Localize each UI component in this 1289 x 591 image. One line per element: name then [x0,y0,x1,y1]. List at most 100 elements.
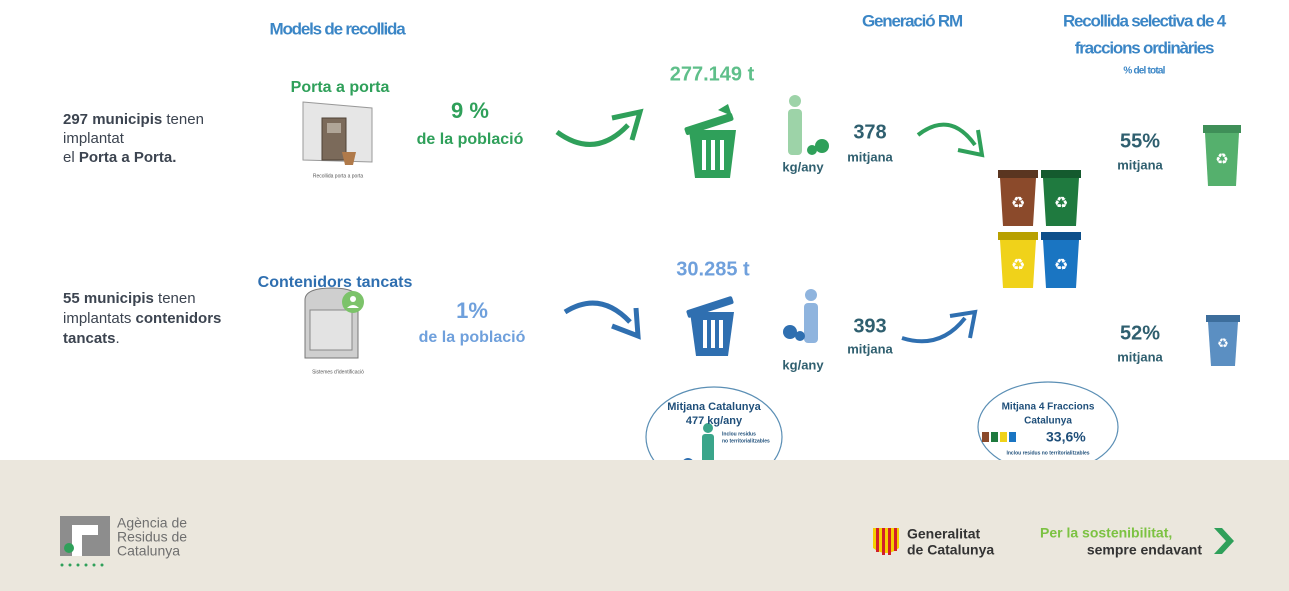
government-name: de Catalunya [907,542,994,558]
shape [68,563,72,567]
shape [916,122,977,147]
shape [876,528,879,552]
agency-name: Residus de [117,529,187,545]
shape [795,331,805,341]
shape [1208,322,1238,366]
population-label: de la població [417,131,524,148]
population-share: 1% [456,298,488,323]
shape [1000,432,1007,442]
shape [783,325,797,339]
agency-name: Agència de [117,515,187,531]
selective-share: 52% [1120,322,1160,344]
description-text: Porta a Porta. [79,149,177,166]
population-label: de la població [419,329,526,346]
shape [1043,240,1079,288]
shape [991,432,998,442]
description-text: tenen [154,290,196,307]
shape [72,525,82,556]
content: 297 municipis tenen implantat el Porta a P… [63,63,1202,558]
shape [719,320,723,348]
shape [901,316,967,344]
description-line: 55 municipis tenen [63,290,196,307]
shape [1043,178,1079,226]
door-illustration [302,101,373,165]
population-share: 9 % [451,98,489,123]
shape [1203,125,1241,133]
shape [1206,315,1240,322]
selective-label: mitjana [1117,157,1163,172]
description-text: implantats [63,310,136,327]
average-note: Inclou residus [722,431,756,437]
slogan: Per la sostenibilitat, [1040,525,1172,541]
trash-can-green [684,104,736,178]
slogan: sempre endavant [1087,542,1202,558]
average-note: no territorialitzables [722,438,770,444]
shape [684,112,734,136]
description-line: 297 municipis tenen [63,111,204,128]
description-text: el [63,149,79,166]
shape [702,140,706,170]
shape [711,140,715,170]
header-models: Models de recollida [270,19,407,38]
image-caption: Sistemes d'identificació [312,369,364,375]
shape [805,289,817,301]
person-icon [783,289,818,343]
shape [873,528,899,553]
government-logo [873,528,899,555]
selective-share: 55% [1120,130,1160,152]
shape [882,528,885,555]
shape [998,232,1038,240]
shape [949,309,978,339]
average-line: Mitjana 4 Fraccions [1002,402,1095,413]
selective-label: mitjana [1117,349,1163,364]
per-capita-unit: kg/any [782,159,824,174]
bin-blue: ♻ [1206,315,1240,366]
icon-glyph: ♻ [1011,195,1025,212]
shape [309,309,353,351]
person-icon [788,95,829,155]
description-text: 55 municipis [63,290,154,307]
description-text: contenidors [136,310,222,327]
shape [957,129,985,158]
image-caption: Recollida porta a porta [313,173,364,179]
average-line: 33,6% [1046,429,1086,445]
per-capita-label: mitjana [847,149,893,164]
shape [718,104,732,116]
footer-band [0,460,1289,591]
description-text: tenen [162,111,204,128]
shape [894,528,897,551]
shape [998,170,1038,178]
icon-glyph: ♻ [1054,195,1068,212]
description-text: 297 municipis [63,111,162,128]
description-line: el Porta a Porta. [63,149,176,166]
shape [350,296,356,302]
average-line: Mitjana Catalunya [667,401,761,413]
arrow [563,300,641,340]
shape [711,320,715,348]
shape [888,528,891,555]
shape [347,305,359,308]
shape [1041,232,1081,240]
description-line: implantat [63,130,125,147]
shape [1041,170,1081,178]
mini-bins [982,432,1016,442]
shape [1000,240,1036,288]
agency-logo [60,516,110,567]
shape [60,563,104,567]
agency-name: Catalunya [117,543,180,559]
header-selective: fraccions ordinàries [1075,38,1214,57]
slogan-arrow [1214,528,1234,554]
header-selective: Recollida selectiva de 4 [1063,11,1227,30]
average-line: Catalunya [1024,416,1072,427]
header-generation: Generació RM [862,11,963,30]
model-title: Contenidors tancats [258,274,413,291]
shape [789,95,801,107]
shape [1009,432,1016,442]
trash-can-blue [686,296,734,356]
per-capita-label: mitjana [847,341,893,356]
bin-green: ♻ [1203,125,1241,186]
model-title: Porta a porta [291,79,390,96]
shape [555,123,630,147]
